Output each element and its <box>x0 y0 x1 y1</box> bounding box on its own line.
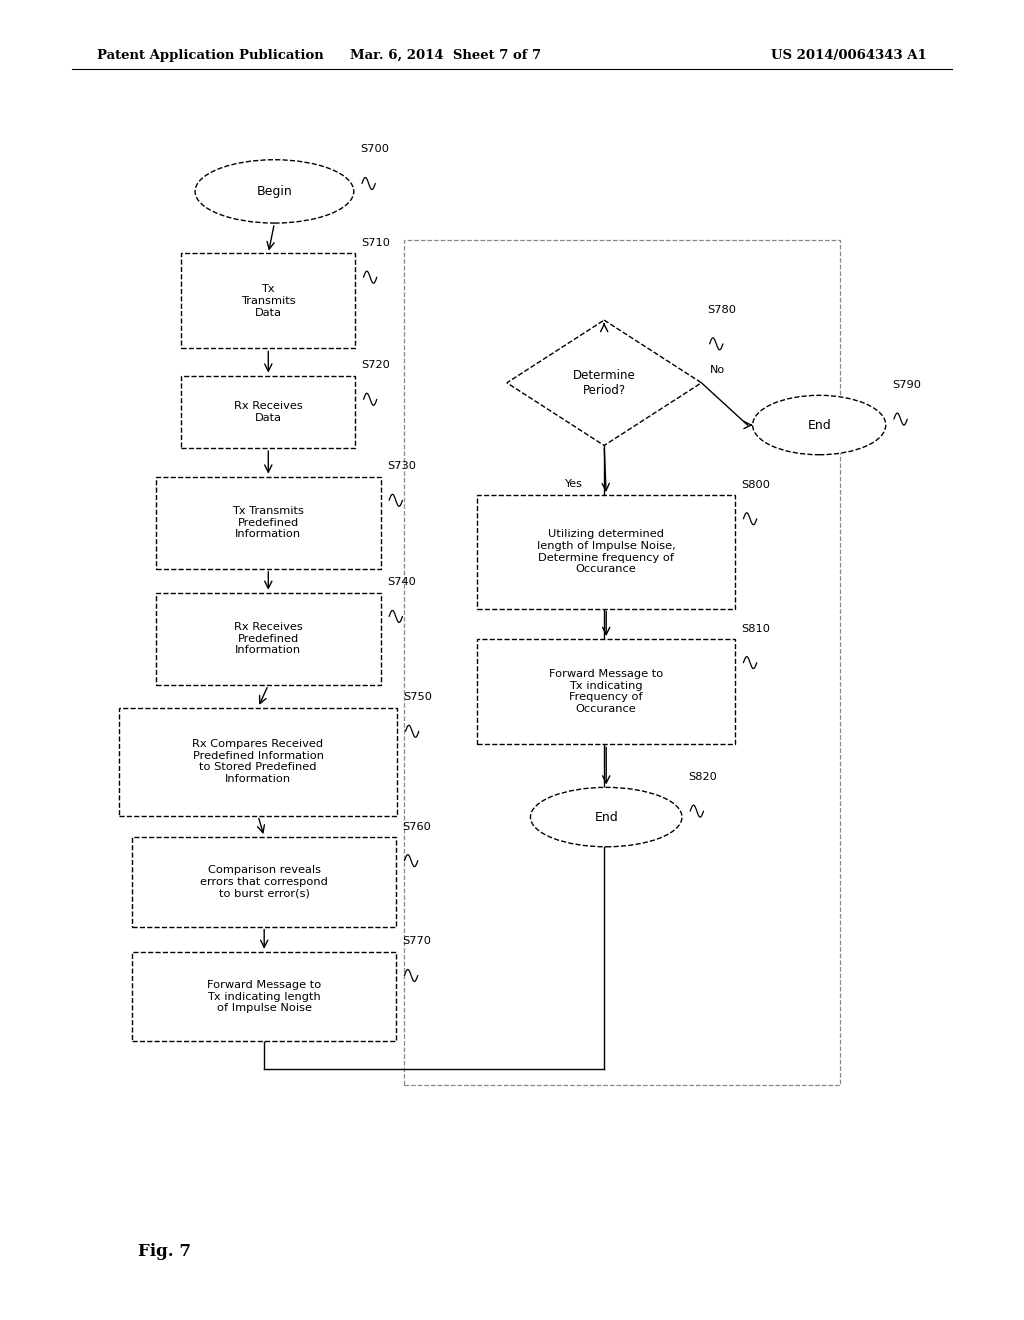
Text: S740: S740 <box>387 577 416 587</box>
FancyBboxPatch shape <box>404 240 840 1085</box>
Text: Begin: Begin <box>257 185 292 198</box>
Text: S790: S790 <box>892 380 921 391</box>
Text: S780: S780 <box>708 305 736 315</box>
Text: Forward Message to
Tx indicating length
of Impulse Noise: Forward Message to Tx indicating length … <box>207 979 322 1014</box>
Text: Fig. 7: Fig. 7 <box>138 1243 191 1259</box>
Text: Rx Compares Received
Predefined Information
to Stored Predefined
Information: Rx Compares Received Predefined Informat… <box>193 739 324 784</box>
Text: S810: S810 <box>741 623 770 634</box>
Text: Rx Receives
Predefined
Information: Rx Receives Predefined Information <box>233 622 303 656</box>
Text: S800: S800 <box>741 479 770 490</box>
Text: Determine
Period?: Determine Period? <box>572 368 636 397</box>
Text: Utilizing determined
length of Impulse Noise,
Determine frequency of
Occurance: Utilizing determined length of Impulse N… <box>537 529 676 574</box>
Text: Tx Transmits
Predefined
Information: Tx Transmits Predefined Information <box>232 506 304 540</box>
Text: Mar. 6, 2014  Sheet 7 of 7: Mar. 6, 2014 Sheet 7 of 7 <box>350 49 541 62</box>
Text: S730: S730 <box>387 461 416 471</box>
FancyBboxPatch shape <box>156 477 381 569</box>
FancyBboxPatch shape <box>132 952 396 1041</box>
Text: S720: S720 <box>361 360 390 371</box>
FancyBboxPatch shape <box>119 708 397 816</box>
Text: S710: S710 <box>361 238 390 248</box>
FancyBboxPatch shape <box>477 495 735 609</box>
FancyBboxPatch shape <box>156 593 381 685</box>
Ellipse shape <box>753 396 886 454</box>
Text: Patent Application Publication: Patent Application Publication <box>97 49 324 62</box>
FancyBboxPatch shape <box>477 639 735 744</box>
Text: Forward Message to
Tx indicating
Frequency of
Occurance: Forward Message to Tx indicating Frequen… <box>549 669 664 714</box>
Text: Comparison reveals
errors that correspond
to burst error(s): Comparison reveals errors that correspon… <box>201 865 328 899</box>
Text: S750: S750 <box>403 692 432 702</box>
FancyBboxPatch shape <box>181 375 355 449</box>
Ellipse shape <box>530 787 682 847</box>
Text: End: End <box>807 418 831 432</box>
Text: Tx
Transmits
Data: Tx Transmits Data <box>241 284 296 318</box>
Text: Yes: Yes <box>564 479 583 488</box>
Polygon shape <box>507 321 701 446</box>
Text: S820: S820 <box>688 772 717 781</box>
Text: S700: S700 <box>360 144 389 154</box>
FancyBboxPatch shape <box>181 253 355 348</box>
Text: US 2014/0064343 A1: US 2014/0064343 A1 <box>771 49 927 62</box>
Text: No: No <box>710 364 725 375</box>
Text: Rx Receives
Data: Rx Receives Data <box>233 401 303 422</box>
FancyBboxPatch shape <box>132 837 396 927</box>
Text: S770: S770 <box>402 936 431 946</box>
Text: End: End <box>594 810 618 824</box>
Text: S760: S760 <box>402 821 431 832</box>
Ellipse shape <box>195 160 354 223</box>
